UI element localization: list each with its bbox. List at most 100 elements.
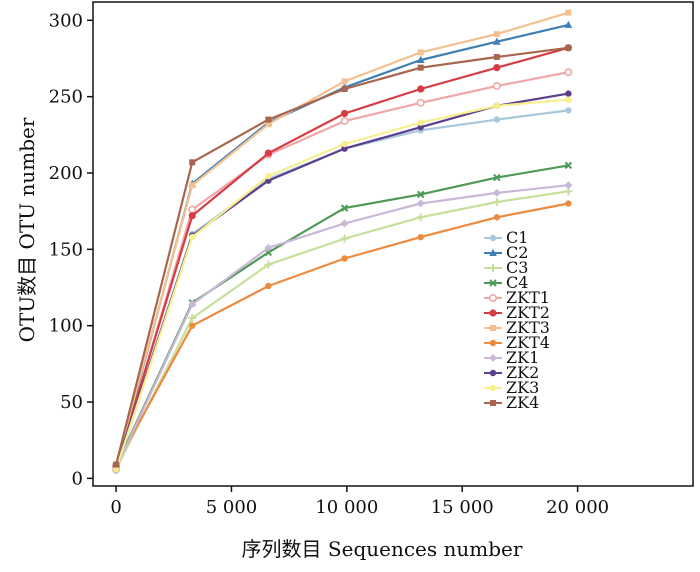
data-point [341,255,348,262]
data-point [189,182,196,189]
legend-label: ZK1 [506,348,539,367]
legend-label: ZK2 [506,363,539,382]
data-point [416,190,425,199]
data-point [493,173,501,182]
data-point [489,248,497,256]
legend-item: ZKT1 [484,288,550,307]
data-point [489,369,497,377]
data-point [416,213,425,222]
data-point [265,282,272,290]
legend-label: ZKT1 [506,288,550,307]
x-tick-label: 5 000 [206,497,258,518]
series-c1 [112,107,572,474]
legend-item: ZKT2 [484,303,550,322]
data-point [492,188,501,197]
legend-item: ZK3 [484,378,539,397]
data-point [417,123,424,131]
legend-label: C4 [506,273,528,292]
series-line [114,184,570,469]
data-point [417,64,424,71]
data-point [492,81,501,90]
data-point [564,181,573,190]
data-point [416,199,425,208]
data-point [341,140,348,148]
legend-item: C4 [484,273,528,292]
data-point [264,260,273,269]
y-axis-ticks: 0 50 100 150 200 250 300 [49,10,93,489]
y-axis-label: OTU数目 OTU number [15,117,39,342]
data-point [265,116,272,123]
data-point [189,322,196,329]
data-point [564,20,573,28]
data-point [417,85,425,93]
legend-item: C2 [484,243,528,262]
legend-label: C1 [506,228,528,247]
data-point [565,9,572,16]
y-tick-label: 100 [49,316,83,337]
data-point [341,78,348,85]
legend-item: ZK1 [484,348,539,367]
data-point [565,200,572,207]
data-point [189,233,196,241]
data-point [493,37,501,45]
data-point [493,116,501,123]
data-point [189,159,196,166]
data-point [565,107,572,114]
series-layer [112,9,573,474]
data-point [417,233,424,241]
legend-label: ZK4 [506,393,539,412]
data-point [340,234,349,243]
series-zk3 [112,96,572,473]
data-point [265,177,272,184]
data-point [340,204,349,212]
data-point [113,461,120,468]
data-point [264,149,272,157]
data-point [489,354,497,362]
data-point [493,64,501,72]
x-tick-label: 0 [110,497,121,518]
data-point [489,384,497,392]
series-line [114,109,570,472]
legend-label: C3 [506,258,528,277]
data-point [417,49,424,56]
series-line [114,71,570,471]
series-zk2 [112,90,572,470]
data-point [564,68,573,77]
data-point [489,264,497,272]
series-zk4 [113,44,572,468]
data-point [493,102,501,110]
data-point [489,309,497,317]
data-point [341,86,348,93]
x-tick-label: 20 000 [546,497,609,518]
y-tick-label: 300 [49,10,83,31]
x-axis-label: 序列数目 Sequences number [242,537,523,561]
data-point [565,96,572,103]
data-point [492,198,501,207]
data-point [565,90,572,97]
y-tick-label: 50 [60,392,83,413]
legend-item: C1 [484,228,528,247]
legend-item: C3 [484,258,528,277]
data-point [188,205,197,214]
data-point [493,53,500,60]
series-c3 [112,187,573,474]
y-tick-label: 200 [49,163,83,184]
legend-item: ZK2 [484,363,539,382]
data-point [489,234,497,242]
data-point [565,44,572,51]
data-point [493,31,500,38]
legend-label: ZKT3 [506,318,550,337]
series-c4 [112,161,573,470]
data-point [417,119,424,126]
data-point [340,219,349,228]
y-tick-label: 150 [49,239,83,260]
data-point [340,117,349,126]
data-point [188,212,196,220]
data-point [488,293,497,302]
y-tick-label: 0 [72,468,83,489]
plot-frame [92,1,694,487]
legend-label: ZK3 [506,378,539,397]
data-point [489,339,497,347]
